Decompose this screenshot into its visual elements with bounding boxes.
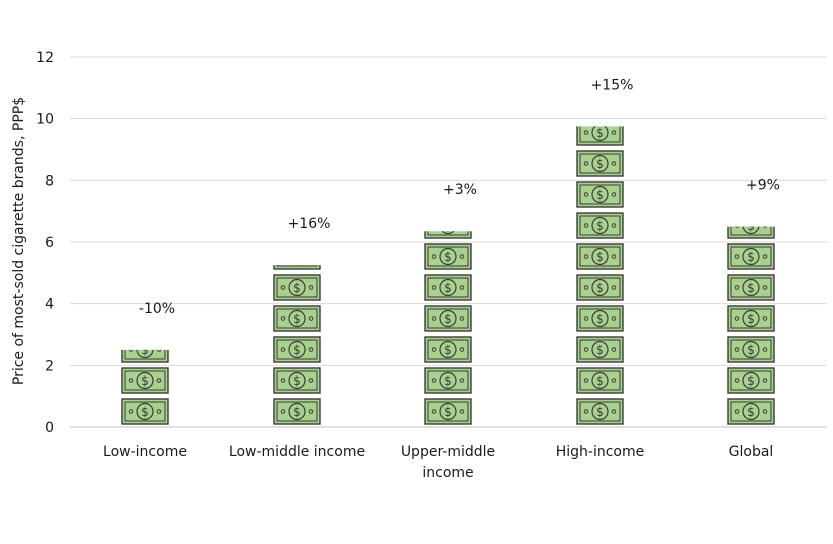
y-tick-label: 2 (45, 358, 54, 374)
svg-text:$: $ (747, 343, 755, 357)
svg-text:$: $ (293, 250, 301, 264)
dollar-bill-icon: $ (273, 367, 321, 394)
dollar-bill-icon: $ (273, 250, 321, 270)
dollar-bill-icon: $ (121, 398, 169, 425)
svg-text:$: $ (596, 312, 604, 326)
category-label: Low-income (103, 444, 187, 460)
svg-text:$: $ (293, 374, 301, 388)
dollar-bill-icon: $ (273, 274, 321, 301)
dollar-bill-icon: $ (424, 243, 472, 270)
dollar-bill-icon: $ (576, 212, 624, 239)
y-tick-label: 4 (45, 297, 54, 313)
change-annotation: -10% (139, 301, 175, 317)
dollar-bill-icon: $ (273, 305, 321, 332)
dollar-bill-icon: $ (576, 181, 624, 208)
dollar-bill-icon: $ (576, 243, 624, 270)
svg-text:$: $ (596, 343, 604, 357)
category-label: income (422, 465, 473, 481)
category-label: Upper-middle (401, 444, 495, 460)
svg-text:$: $ (747, 219, 755, 233)
dollar-bill-icon: $ (273, 398, 321, 425)
dollar-bill-icon: $ (727, 336, 775, 363)
change-annotation: +9% (746, 178, 780, 194)
bar: $ $ $ $ $ $ $ (424, 219, 472, 425)
category-label: High-income (556, 444, 645, 460)
category-label: Global (729, 444, 774, 460)
svg-text:$: $ (293, 343, 301, 357)
svg-text:$: $ (747, 374, 755, 388)
svg-text:$: $ (293, 281, 301, 295)
dollar-bill-icon: $ (576, 150, 624, 177)
svg-text:$: $ (444, 405, 452, 419)
y-tick-label: 8 (45, 173, 54, 189)
svg-text:$: $ (141, 343, 149, 357)
dollar-bill-icon: $ (121, 343, 169, 363)
svg-text:$: $ (596, 126, 604, 140)
dollar-bill-icon: $ (576, 305, 624, 332)
change-annotation: +3% (443, 182, 477, 198)
annotations: -10% +16% +3% +15% +9% (139, 77, 780, 317)
svg-text:$: $ (747, 281, 755, 295)
svg-text:$: $ (596, 219, 604, 233)
y-tick-label: 10 (36, 112, 54, 128)
svg-text:$: $ (444, 374, 452, 388)
bar: $ $ $ $ $ $ $ $ $ $ (576, 126, 624, 425)
bar: $ $ $ $ $ $ $ (727, 219, 775, 425)
y-axis-ticks: 0 2 4 6 8 10 12 (36, 50, 54, 436)
change-annotation: +16% (288, 216, 331, 232)
svg-text:$: $ (747, 312, 755, 326)
svg-text:$: $ (596, 250, 604, 264)
dollar-bill-icon: $ (273, 336, 321, 363)
y-tick-label: 12 (36, 50, 54, 66)
bar: $ $ $ (121, 343, 169, 425)
dollar-bill-icon: $ (727, 398, 775, 425)
dollar-bill-icon: $ (576, 126, 624, 146)
dollar-bill-icon: $ (727, 305, 775, 332)
dollar-bill-icon: $ (576, 336, 624, 363)
dollar-bill-icon: $ (424, 398, 472, 425)
svg-text:$: $ (141, 374, 149, 388)
svg-text:$: $ (293, 312, 301, 326)
svg-text:$: $ (747, 250, 755, 264)
grid-lines (70, 56, 827, 428)
svg-text:$: $ (293, 405, 301, 419)
dollar-bill-icon: $ (121, 367, 169, 394)
dollar-bill-icon: $ (424, 219, 472, 239)
dollar-bill-icon: $ (424, 367, 472, 394)
svg-text:$: $ (747, 405, 755, 419)
dollar-bill-icon: $ (576, 274, 624, 301)
svg-text:$: $ (141, 405, 149, 419)
dollar-bill-icon: $ (576, 367, 624, 394)
dollar-bill-icon: $ (727, 219, 775, 239)
svg-text:$: $ (444, 281, 452, 295)
svg-text:$: $ (596, 405, 604, 419)
dollar-bill-icon: $ (727, 243, 775, 270)
svg-text:$: $ (444, 219, 452, 233)
y-tick-label: 6 (45, 235, 54, 251)
svg-text:$: $ (596, 157, 604, 171)
change-annotation: +15% (591, 77, 634, 93)
y-tick-label: 0 (45, 420, 54, 436)
svg-text:$: $ (444, 343, 452, 357)
dollar-bill-icon: $ (424, 274, 472, 301)
svg-text:$: $ (596, 188, 604, 202)
dollar-bill-icon: $ (727, 367, 775, 394)
x-axis-categories: Low-income Low-middle income Upper-middle i… (103, 444, 773, 481)
svg-text:$: $ (444, 312, 452, 326)
svg-text:$: $ (596, 374, 604, 388)
y-axis-label: Price of most-sold cigarette brands, PPP… (11, 97, 27, 385)
dollar-bill-icon: $ (424, 305, 472, 332)
svg-text:$: $ (444, 250, 452, 264)
dollar-bill-icon: $ (424, 336, 472, 363)
bars: $ $ $ $ $ $ $ $ $ $ $ $ $ $ $ $ $ $ $ $ $ $ $ $ $ $ $ $ $ $ $ $ $ (121, 126, 775, 425)
dollar-bill-icon: $ (727, 274, 775, 301)
category-label: Low-middle income (229, 444, 365, 460)
dollar-bill-icon: $ (576, 398, 624, 425)
svg-text:$: $ (596, 281, 604, 295)
bar: $ $ $ $ $ $ (273, 250, 321, 425)
